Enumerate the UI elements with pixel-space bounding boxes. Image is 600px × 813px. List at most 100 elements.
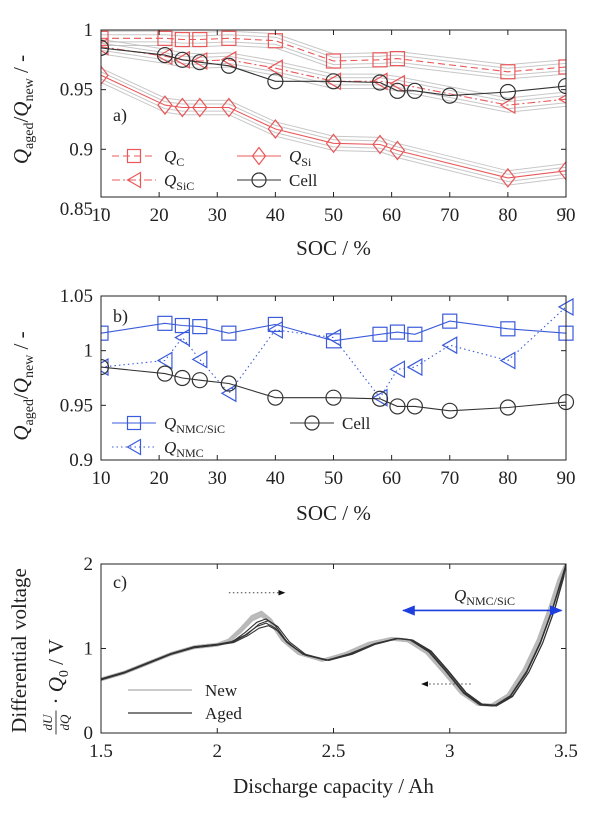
panel-c-label: c) xyxy=(113,572,127,593)
panel-b-series-line-QNMC xyxy=(101,306,567,399)
panel-a-x-axis-label: SOC / % xyxy=(296,236,371,260)
panel-c-legend-label: New xyxy=(205,681,238,700)
panel-b-x-tick-label: 50 xyxy=(324,468,343,489)
panel-a-y-tick-label: 0.85 xyxy=(60,199,93,220)
panel-b-point-QNMC xyxy=(389,360,406,379)
panel-b-y-tick-label: 1 xyxy=(84,341,94,362)
panel-a-point-QSi xyxy=(192,97,208,118)
panel-b-point-QNMCSiC xyxy=(442,313,458,329)
panel-b-point-QNMC xyxy=(325,328,342,347)
panel-a-point-QC xyxy=(558,59,566,75)
panel-b-point-QNMCSiC xyxy=(101,325,109,341)
panel-c-y-tick-label: 1 xyxy=(84,639,94,660)
panel-c-curve-aged-4 xyxy=(101,564,566,707)
panel-c-plot xyxy=(101,564,566,707)
panel-c-curve-aged-3 xyxy=(101,564,566,707)
panel-b-point-QNMCSiC xyxy=(174,317,190,334)
panel-a-y-tick-label: 0.95 xyxy=(60,80,93,101)
panel-b-point-QNMCSiC xyxy=(221,325,237,341)
panel-c-axes-frame xyxy=(100,563,567,734)
panel-c-y-label-frac-den: dQ xyxy=(57,714,72,731)
panel-b-legend-label: Cell xyxy=(342,414,371,433)
panel-a-sample-line xyxy=(101,53,566,113)
panel-a-x-tick-label: 40 xyxy=(266,205,285,226)
panel-b-point-Cell xyxy=(101,358,110,376)
panel-b-y-tick-label: 0.95 xyxy=(60,395,93,416)
panel-b-point-Cell xyxy=(325,389,342,406)
panel-b-point-QNMC xyxy=(267,320,283,339)
panel-c-x-tick-label: 1.5 xyxy=(89,741,113,762)
panel-a-legend-marker xyxy=(251,172,267,188)
panel-a-sample-line xyxy=(101,82,566,186)
panel-b-point-QNMCSiC xyxy=(500,321,516,337)
panel-a-y-axis-label: Qaged/Qnew / - xyxy=(9,55,37,164)
panel-c-x-tick-label: 2.5 xyxy=(322,741,346,762)
panel-b-point-QNMC xyxy=(220,384,237,403)
panel-b-point-Cell xyxy=(371,390,389,407)
panel-b-legend-label: QNMC/SiC xyxy=(164,414,225,436)
panel-a-point-QSi xyxy=(174,97,191,118)
panel-c-x-tick-label: 3 xyxy=(445,741,455,762)
panel-b-point-Cell xyxy=(174,369,191,387)
panel-a-legend-marker xyxy=(126,148,142,164)
panel-a-point-QSi xyxy=(500,167,516,188)
panel-b-x-tick-label: 60 xyxy=(382,468,401,489)
panel-a-point-QSi xyxy=(157,95,173,116)
panel-a-point-Cell xyxy=(557,77,566,95)
panel-a-legend-marker xyxy=(251,146,267,166)
panel-a-point-QSi xyxy=(267,119,284,139)
panel-b-point-QNMCSiC xyxy=(407,326,423,342)
panel-a-label: a) xyxy=(113,105,127,126)
panel-a-x-tick-label: 30 xyxy=(208,205,227,226)
panel-b-x-tick-label: 70 xyxy=(440,468,459,489)
panel-a-point-QC xyxy=(325,53,342,69)
panel-b-point-Cell xyxy=(267,389,284,406)
panel-c-curve-new-1 xyxy=(101,564,566,707)
panel-b-legend-marker xyxy=(126,415,142,431)
panel-a-x-tick-label: 90 xyxy=(557,205,576,226)
panel-b-y-tick-label: 1.05 xyxy=(60,286,93,307)
panel-b-point-QNMC xyxy=(441,336,458,355)
panel-c-curve-aged-2 xyxy=(101,564,566,707)
panel-a-point-QSi xyxy=(558,160,566,181)
panel-b-point-QNMC xyxy=(499,351,516,370)
panel-a-point-Cell xyxy=(101,39,110,56)
panel-b-x-tick-label: 10 xyxy=(92,468,111,489)
panel-a-point-Cell xyxy=(371,74,389,91)
panel-a-x-tick-label: 60 xyxy=(382,205,401,226)
panel-a-point-QC xyxy=(372,52,388,68)
panel-c-y-label-frac-num: dU xyxy=(40,713,55,731)
panel-b-x-tick-label: 80 xyxy=(498,468,517,489)
panel-c-chart: 1.5 2 2.5 3 3.5 0 1 2 c) Discharge capacity / Ah D… xyxy=(7,554,578,798)
panel-a-point-Cell xyxy=(156,46,174,64)
panel-a-y-tick-label: 0.9 xyxy=(69,139,93,160)
panel-a-series-line-Cell xyxy=(101,47,566,97)
panel-a-point-QSi xyxy=(372,134,388,155)
panel-a-point-QSiC xyxy=(220,50,237,69)
panel-b-series-line-Cell xyxy=(101,366,567,412)
panel-a-sample-line xyxy=(101,34,566,69)
panel-a-point-QC xyxy=(221,30,237,46)
panel-a-point-QSiC xyxy=(267,59,283,78)
panel-b-x-tick-label: 40 xyxy=(266,468,285,489)
panel-b-label: b) xyxy=(113,306,128,327)
panel-b-point-Cell xyxy=(191,372,208,389)
panel-b-legend-label: QNMC xyxy=(164,438,204,460)
panel-b-point-Cell xyxy=(389,398,406,415)
panel-b-point-QNMC xyxy=(174,328,190,347)
panel-a-sample-line xyxy=(101,39,566,99)
panel-b-legend-marker xyxy=(126,438,142,456)
panel-a-point-QSi xyxy=(325,133,342,154)
panel-a-x-tick-label: 10 xyxy=(92,205,111,226)
panel-a-chart: 10 20 30 40 50 60 70 80 90 0.85 0.9 0.95 1 a) SOC / % Q… xyxy=(9,20,576,260)
panel-b-point-QNMCSiC xyxy=(372,326,388,342)
panel-a-x-tick-label: 50 xyxy=(324,205,343,226)
panel-a-point-Cell xyxy=(389,82,406,99)
panel-b-x-axis-label: SOC / % xyxy=(296,501,371,525)
panel-a-x-tick-label: 80 xyxy=(498,205,517,226)
panel-c-y-tick-label: 2 xyxy=(84,554,94,575)
panel-a-point-Cell xyxy=(267,73,284,90)
panel-a-legend-label: QC xyxy=(164,147,184,169)
panel-a-legend-label: Cell xyxy=(289,171,318,190)
